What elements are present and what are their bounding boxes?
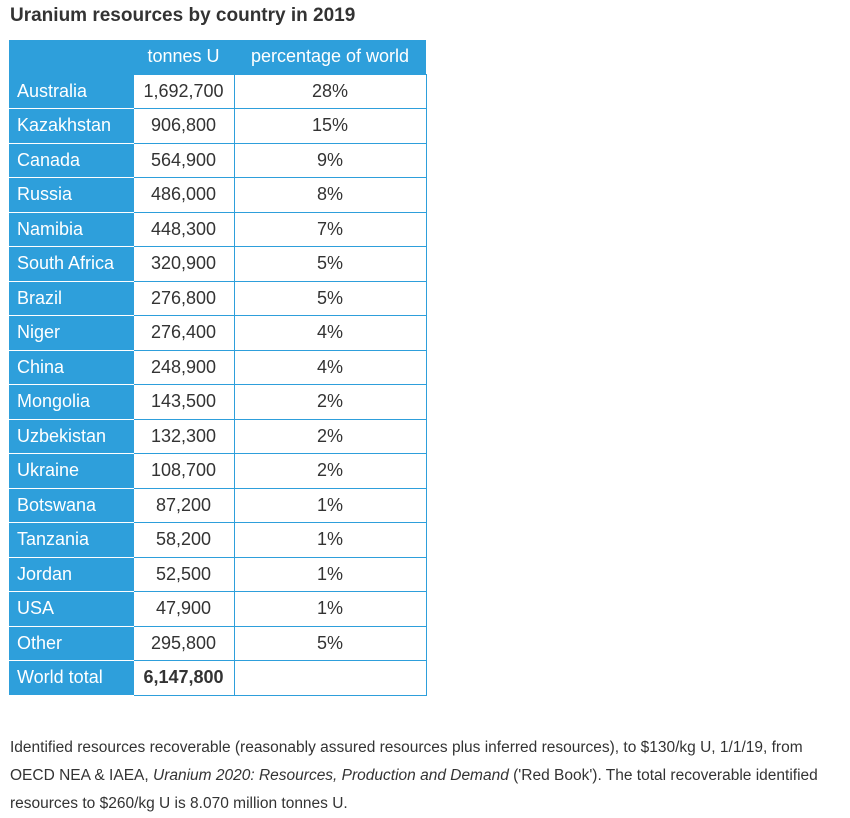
table-row: Other 295,800 5% — [9, 626, 426, 661]
percentage-value: 1% — [234, 523, 426, 558]
country-name: Ukraine — [9, 454, 133, 489]
percentage-value: 7% — [234, 212, 426, 247]
tonnes-value: 448,300 — [133, 212, 234, 247]
table-row: South Africa 320,900 5% — [9, 247, 426, 282]
tonnes-value: 1,692,700 — [133, 74, 234, 109]
country-name: Canada — [9, 143, 133, 178]
percentage-value: 8% — [234, 178, 426, 213]
total-percentage — [234, 661, 426, 696]
country-name: Niger — [9, 316, 133, 351]
country-name: China — [9, 350, 133, 385]
tonnes-value: 58,200 — [133, 523, 234, 558]
table-row: Niger 276,400 4% — [9, 316, 426, 351]
table-row: Tanzania 58,200 1% — [9, 523, 426, 558]
country-name: Brazil — [9, 281, 133, 316]
percentage-value: 1% — [234, 592, 426, 627]
tonnes-value: 276,800 — [133, 281, 234, 316]
total-label: World total — [9, 661, 133, 696]
tonnes-value: 248,900 — [133, 350, 234, 385]
table-row: Brazil 276,800 5% — [9, 281, 426, 316]
tonnes-value: 47,900 — [133, 592, 234, 627]
tonnes-value: 108,700 — [133, 454, 234, 489]
tonnes-value: 320,900 — [133, 247, 234, 282]
table-row: Jordan 52,500 1% — [9, 557, 426, 592]
country-name: Australia — [9, 74, 133, 109]
tonnes-value: 132,300 — [133, 419, 234, 454]
percentage-value: 4% — [234, 316, 426, 351]
total-tonnes: 6,147,800 — [133, 661, 234, 696]
header-percentage: percentage of world — [234, 40, 426, 74]
country-name: Botswana — [9, 488, 133, 523]
table-row: Mongolia 143,500 2% — [9, 385, 426, 420]
country-name: USA — [9, 592, 133, 627]
table-row: Namibia 448,300 7% — [9, 212, 426, 247]
table-row: China 248,900 4% — [9, 350, 426, 385]
page-title: Uranium resources by country in 2019 — [10, 5, 355, 27]
percentage-value: 2% — [234, 385, 426, 420]
table-body: Australia 1,692,700 28% Kazakhstan 906,800 15… — [9, 74, 426, 695]
tonnes-value: 295,800 — [133, 626, 234, 661]
percentage-value: 28% — [234, 74, 426, 109]
percentage-value: 4% — [234, 350, 426, 385]
tonnes-value: 87,200 — [133, 488, 234, 523]
tonnes-value: 52,500 — [133, 557, 234, 592]
percentage-value: 15% — [234, 109, 426, 144]
table-row: Russia 486,000 8% — [9, 178, 426, 213]
tonnes-value: 276,400 — [133, 316, 234, 351]
header-country — [9, 40, 133, 74]
table-row: Botswana 87,200 1% — [9, 488, 426, 523]
table-row: Kazakhstan 906,800 15% — [9, 109, 426, 144]
header-tonnes: tonnes U — [133, 40, 234, 74]
table-row: USA 47,900 1% — [9, 592, 426, 627]
country-name: Kazakhstan — [9, 109, 133, 144]
country-name: Uzbekistan — [9, 419, 133, 454]
tonnes-value: 564,900 — [133, 143, 234, 178]
tonnes-value: 486,000 — [133, 178, 234, 213]
tonnes-value: 906,800 — [133, 109, 234, 144]
table-total-row: World total 6,147,800 — [9, 661, 426, 696]
country-name: Russia — [9, 178, 133, 213]
percentage-value: 5% — [234, 247, 426, 282]
table-row: Australia 1,692,700 28% — [9, 74, 426, 109]
percentage-value: 2% — [234, 454, 426, 489]
percentage-value: 5% — [234, 626, 426, 661]
percentage-value: 1% — [234, 488, 426, 523]
country-name: Other — [9, 626, 133, 661]
table-header-row: tonnes U percentage of world — [9, 40, 426, 74]
table-row: Uzbekistan 132,300 2% — [9, 419, 426, 454]
table-row: Canada 564,900 9% — [9, 143, 426, 178]
footnote: Identified resources recoverable (reason… — [10, 734, 842, 818]
footnote-report-title: Uranium 2020: Resources, Production and … — [153, 767, 509, 784]
country-name: Namibia — [9, 212, 133, 247]
tonnes-value: 143,500 — [133, 385, 234, 420]
percentage-value: 2% — [234, 419, 426, 454]
uranium-resources-table: tonnes U percentage of world Australia 1,… — [9, 40, 427, 696]
country-name: South Africa — [9, 247, 133, 282]
percentage-value: 5% — [234, 281, 426, 316]
country-name: Mongolia — [9, 385, 133, 420]
percentage-value: 9% — [234, 143, 426, 178]
percentage-value: 1% — [234, 557, 426, 592]
country-name: Jordan — [9, 557, 133, 592]
table-row: Ukraine 108,700 2% — [9, 454, 426, 489]
country-name: Tanzania — [9, 523, 133, 558]
